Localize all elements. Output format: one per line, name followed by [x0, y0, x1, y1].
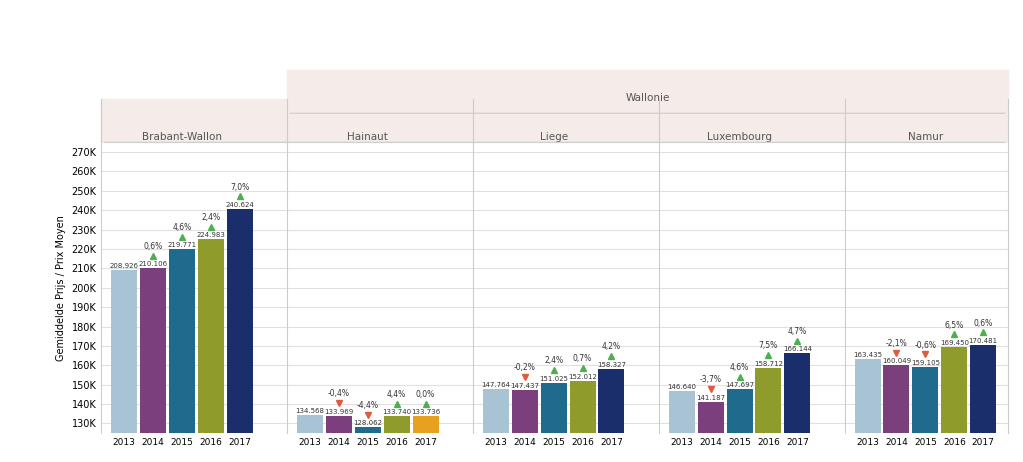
Text: -0,2%: -0,2% — [514, 363, 536, 372]
Bar — [598, 369, 624, 462]
Bar — [884, 365, 909, 462]
Text: 169.450: 169.450 — [940, 340, 969, 346]
Text: 147.697: 147.697 — [725, 382, 754, 388]
Text: 0,0%: 0,0% — [416, 390, 435, 399]
Text: 7,0%: 7,0% — [230, 182, 250, 192]
Text: 128.062: 128.062 — [353, 420, 383, 426]
Text: Wallonie: Wallonie — [625, 93, 670, 103]
Text: 159.105: 159.105 — [910, 360, 940, 366]
Bar — [970, 345, 996, 462]
Bar — [726, 389, 753, 462]
Text: 158.712: 158.712 — [754, 361, 783, 367]
Text: 0,6%: 0,6% — [974, 318, 993, 328]
Text: 152.012: 152.012 — [568, 374, 597, 380]
Bar — [755, 368, 782, 462]
Text: -3,7%: -3,7% — [700, 375, 721, 384]
Text: 133.740: 133.740 — [383, 409, 411, 415]
Text: 210.106: 210.106 — [138, 261, 168, 267]
Bar — [669, 391, 695, 462]
Text: 166.144: 166.144 — [783, 346, 812, 353]
Text: 147.764: 147.764 — [481, 382, 510, 388]
Text: 0,7%: 0,7% — [573, 354, 592, 363]
Bar — [785, 353, 810, 462]
Text: Luxembourg: Luxembourg — [707, 132, 772, 142]
Text: 4,6%: 4,6% — [729, 363, 749, 372]
Text: -4,4%: -4,4% — [357, 401, 379, 410]
Text: 2,4%: 2,4% — [544, 356, 564, 365]
Y-axis label: Gemiddelde Prijs / Prix Moyen: Gemiddelde Prijs / Prix Moyen — [56, 215, 65, 361]
Bar — [355, 427, 381, 462]
Text: -0,4%: -0,4% — [327, 389, 350, 398]
Text: 219.771: 219.771 — [168, 243, 196, 249]
Bar — [570, 381, 595, 462]
Text: 147.437: 147.437 — [510, 383, 539, 389]
Text: 141.187: 141.187 — [696, 395, 725, 401]
Bar — [540, 383, 567, 462]
Text: 2,4%: 2,4% — [202, 213, 220, 222]
Bar — [112, 270, 137, 462]
Bar — [169, 249, 195, 462]
Text: 7,5%: 7,5% — [759, 341, 779, 350]
Text: 133.969: 133.969 — [324, 409, 354, 415]
Bar — [412, 416, 439, 462]
Bar — [512, 389, 538, 462]
Text: -0,6%: -0,6% — [915, 340, 936, 350]
Bar — [483, 389, 508, 462]
Text: Brabant-Wallon: Brabant-Wallon — [142, 132, 222, 142]
Bar — [140, 268, 166, 462]
Bar — [197, 239, 224, 462]
Text: 4,2%: 4,2% — [602, 342, 621, 351]
Text: 6,5%: 6,5% — [944, 321, 964, 329]
Text: Liege: Liege — [539, 132, 568, 142]
Text: 163.435: 163.435 — [853, 352, 882, 358]
Text: 4,7%: 4,7% — [788, 327, 807, 336]
Text: 0,6%: 0,6% — [143, 242, 163, 251]
Text: Hainaut: Hainaut — [348, 132, 388, 142]
Text: 151.025: 151.025 — [539, 376, 568, 382]
Bar — [384, 416, 409, 462]
Bar — [698, 402, 723, 462]
Text: Namur: Namur — [907, 132, 943, 142]
Bar — [913, 367, 938, 462]
Text: 4,4%: 4,4% — [387, 390, 406, 399]
Text: 224.983: 224.983 — [196, 232, 225, 238]
Text: 134.568: 134.568 — [296, 407, 324, 413]
Text: 240.624: 240.624 — [225, 202, 254, 208]
Text: 133.736: 133.736 — [411, 409, 440, 415]
Text: 158.327: 158.327 — [597, 362, 626, 368]
Text: 208.926: 208.926 — [109, 263, 138, 269]
Text: 4,6%: 4,6% — [172, 223, 191, 232]
Text: -2,1%: -2,1% — [886, 339, 907, 348]
Bar — [227, 209, 253, 462]
Text: 146.640: 146.640 — [667, 384, 697, 390]
Text: 160.049: 160.049 — [882, 358, 911, 364]
Bar — [326, 416, 352, 462]
Text: 170.481: 170.481 — [969, 338, 997, 344]
Bar — [854, 359, 881, 462]
Bar — [297, 414, 323, 462]
Bar — [941, 347, 968, 462]
